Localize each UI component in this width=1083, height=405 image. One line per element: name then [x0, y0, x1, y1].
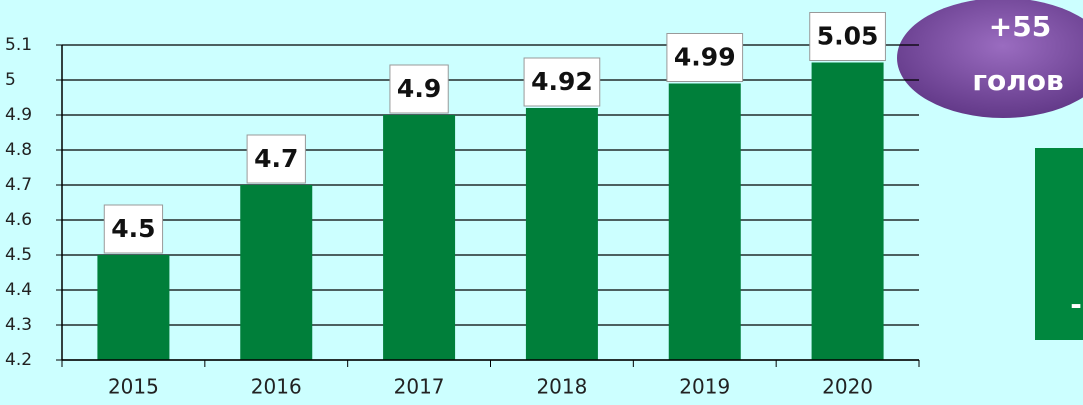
y-tick-label: 5 [5, 70, 16, 90]
y-tick-label: 4.6 [5, 210, 32, 230]
bar [525, 108, 598, 360]
x-tick-label: 2018 [536, 375, 587, 399]
value-label-box [246, 134, 306, 184]
bar [668, 83, 741, 360]
x-tick-label: 2015 [108, 375, 159, 399]
y-tick-label: 4.9 [5, 105, 32, 125]
badge-text: голов [972, 64, 1063, 97]
bar [811, 62, 884, 360]
value-label: 5.05 [817, 22, 879, 51]
x-tick-label: 2016 [251, 375, 302, 399]
value-label-box [523, 57, 601, 107]
green-panel [1035, 148, 1083, 340]
badge-number: +55 [989, 10, 1051, 43]
value-label: 4.99 [674, 43, 736, 72]
x-tick-label: 2017 [394, 375, 445, 399]
panel-text: - [1070, 288, 1082, 321]
value-label-box [103, 204, 164, 254]
x-tick-label: 2020 [822, 375, 873, 399]
value-label: 4.5 [111, 214, 155, 243]
badge [897, 0, 1083, 118]
x-tick-label: 2019 [679, 375, 730, 399]
bar [383, 115, 456, 360]
value-label-box [666, 33, 744, 82]
y-tick-label: 4.4 [5, 280, 32, 300]
y-tick-label: 4.8 [5, 140, 32, 160]
value-label: 4.92 [531, 67, 593, 96]
value-label-box [389, 64, 449, 114]
y-tick-label: 4.3 [5, 315, 32, 335]
y-tick-label: 4.2 [5, 350, 32, 370]
bar [97, 255, 170, 360]
value-label: 4.9 [397, 74, 441, 103]
value-label: 4.7 [254, 144, 298, 173]
y-tick-label: 4.7 [5, 175, 32, 195]
y-tick-label: 4.5 [5, 245, 32, 265]
value-label-box [809, 12, 886, 61]
y-tick-label: 5.1 [5, 35, 32, 55]
bar [240, 185, 313, 360]
